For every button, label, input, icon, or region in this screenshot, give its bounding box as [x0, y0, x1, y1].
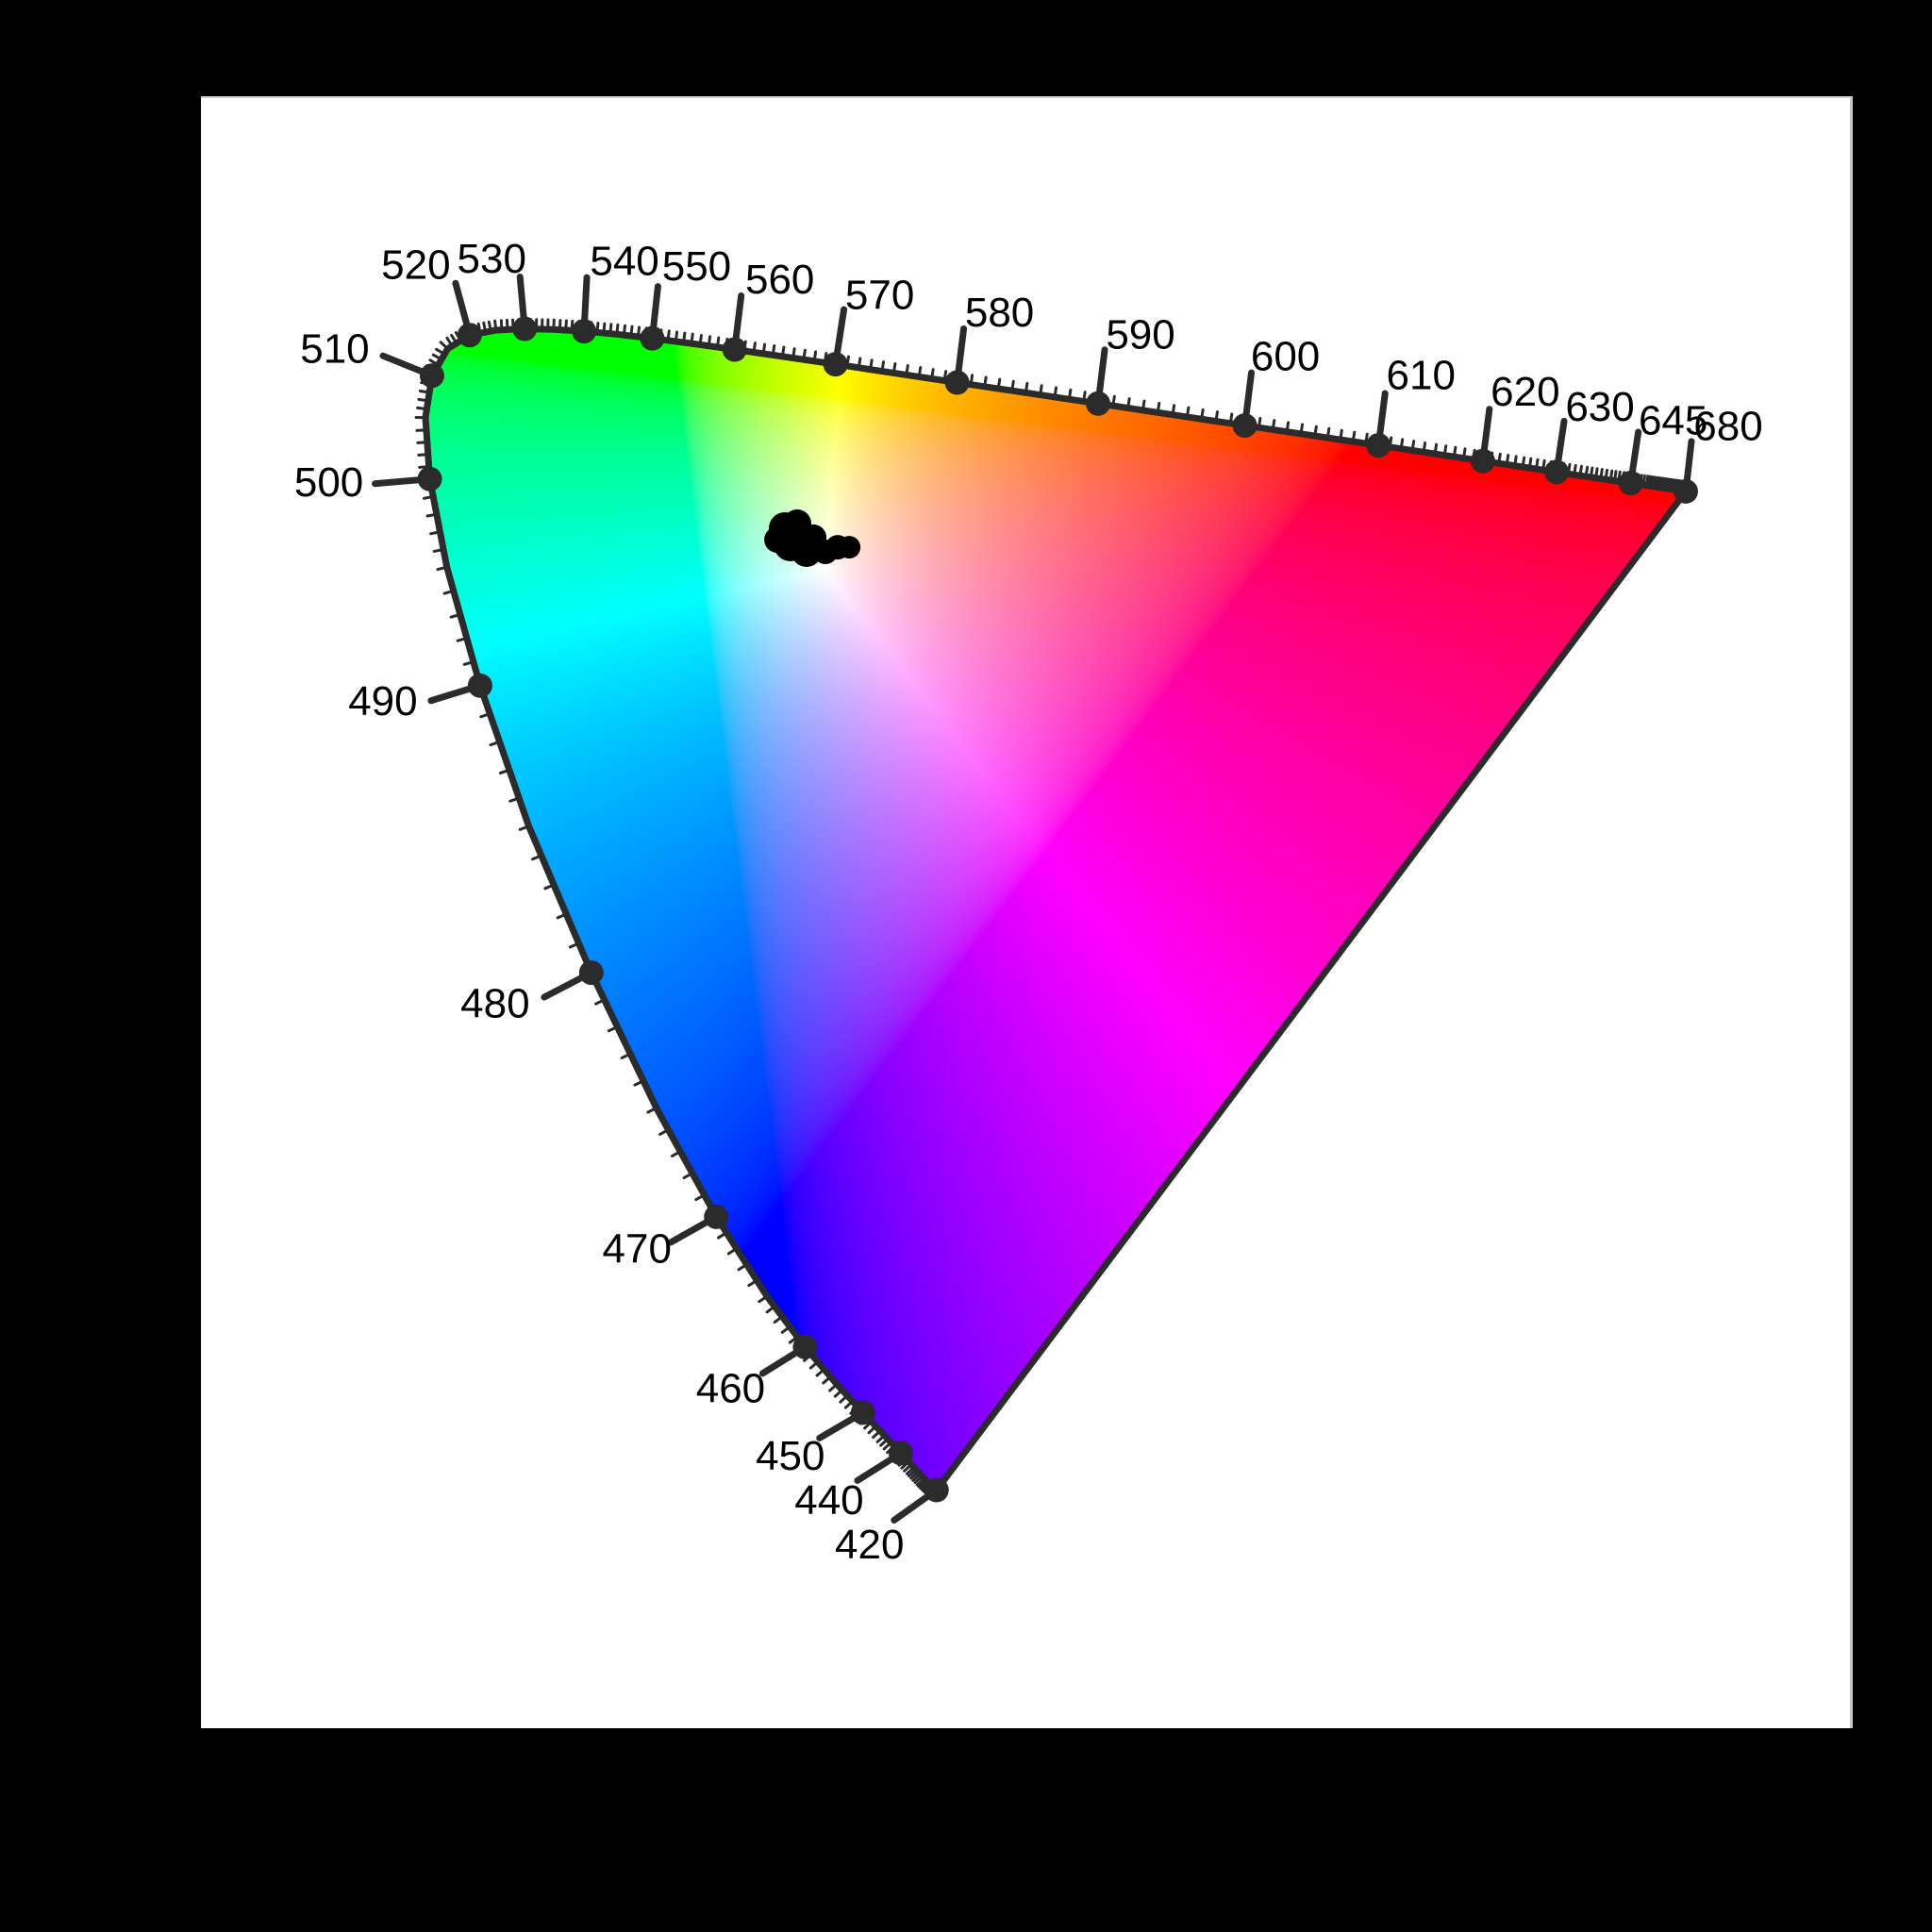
- measurement-point: [838, 536, 861, 559]
- wavelength-tick-label: 440: [794, 1477, 863, 1524]
- wavelength-tick-label: 600: [1251, 334, 1320, 380]
- measurement-cluster: [764, 509, 861, 567]
- wavelength-tick-label: 530: [458, 236, 526, 282]
- wavelength-tick-label: 610: [1387, 353, 1456, 399]
- wavelength-tick-label: 520: [381, 242, 450, 289]
- wavelength-tick-label: 500: [294, 459, 363, 506]
- wavelength-tick-dot: [1618, 471, 1643, 496]
- wavelength-tick-label: 490: [348, 678, 417, 724]
- wavelength-tick-label: 680: [1693, 403, 1762, 449]
- wavelength-tick-dot: [578, 960, 604, 986]
- wavelength-tick-dot: [467, 673, 492, 698]
- wavelength-tick-dot: [457, 323, 482, 348]
- gamut-fill-canvas: [201, 98, 1850, 1728]
- wavelength-tick-dot: [1673, 478, 1698, 504]
- wavelength-tick-label: 540: [590, 239, 658, 285]
- wavelength-tick-label: 620: [1491, 369, 1559, 415]
- wavelength-tick-label: 630: [1565, 384, 1634, 430]
- wavelength-tick-label: 450: [756, 1433, 824, 1479]
- wavelength-tick-label: 550: [662, 243, 731, 290]
- wavelength-tick-label: 580: [965, 290, 1034, 336]
- wavelength-tick-dot: [1366, 433, 1391, 458]
- wavelength-tick-label: 460: [696, 1365, 765, 1411]
- wavelength-tick-dot: [640, 325, 665, 351]
- wavelength-tick-dot: [944, 370, 970, 395]
- wavelength-tick-dot: [1232, 413, 1257, 439]
- wavelength-tick-dot: [823, 352, 848, 377]
- wavelength-tick-dot: [1470, 448, 1495, 474]
- wavelength-tick-dot: [722, 337, 747, 362]
- wavelength-tick-dot: [888, 1441, 913, 1466]
- measurement-point: [764, 526, 791, 554]
- wavelength-tick-dot: [512, 316, 538, 341]
- wavelength-tick-dot: [1544, 459, 1570, 485]
- wavelength-tick-dot: [924, 1477, 949, 1503]
- spectral-locus-outline: [422, 325, 1690, 1493]
- minor-wavelength-ticks: [414, 318, 1689, 1499]
- wavelength-tick-dot: [850, 1400, 875, 1425]
- wavelength-tick-label: 480: [460, 981, 529, 1027]
- wavelength-tick-dot: [419, 363, 444, 389]
- wavelength-tick-label: 420: [835, 1522, 904, 1568]
- wavelength-tick-dot: [1086, 391, 1111, 416]
- wavelength-tick-label: 590: [1106, 311, 1174, 358]
- wavelength-tick-label: 570: [845, 273, 914, 319]
- wavelength-tick-label: 560: [745, 257, 814, 303]
- wavelength-tick-label: 510: [300, 326, 369, 373]
- wavelength-tick-dot: [704, 1204, 729, 1229]
- wavelength-tick-dot: [572, 319, 597, 344]
- chromaticity-plot-area: 420 440 450 460 470 480 490 500 510 520 530 540 550 5…: [201, 96, 1853, 1728]
- wavelength-tick-dot: [792, 1334, 818, 1359]
- wavelength-tick-dot: [417, 466, 442, 491]
- wavelength-tick-label: 645: [1639, 398, 1707, 444]
- wavelength-tick-label: 470: [603, 1225, 672, 1272]
